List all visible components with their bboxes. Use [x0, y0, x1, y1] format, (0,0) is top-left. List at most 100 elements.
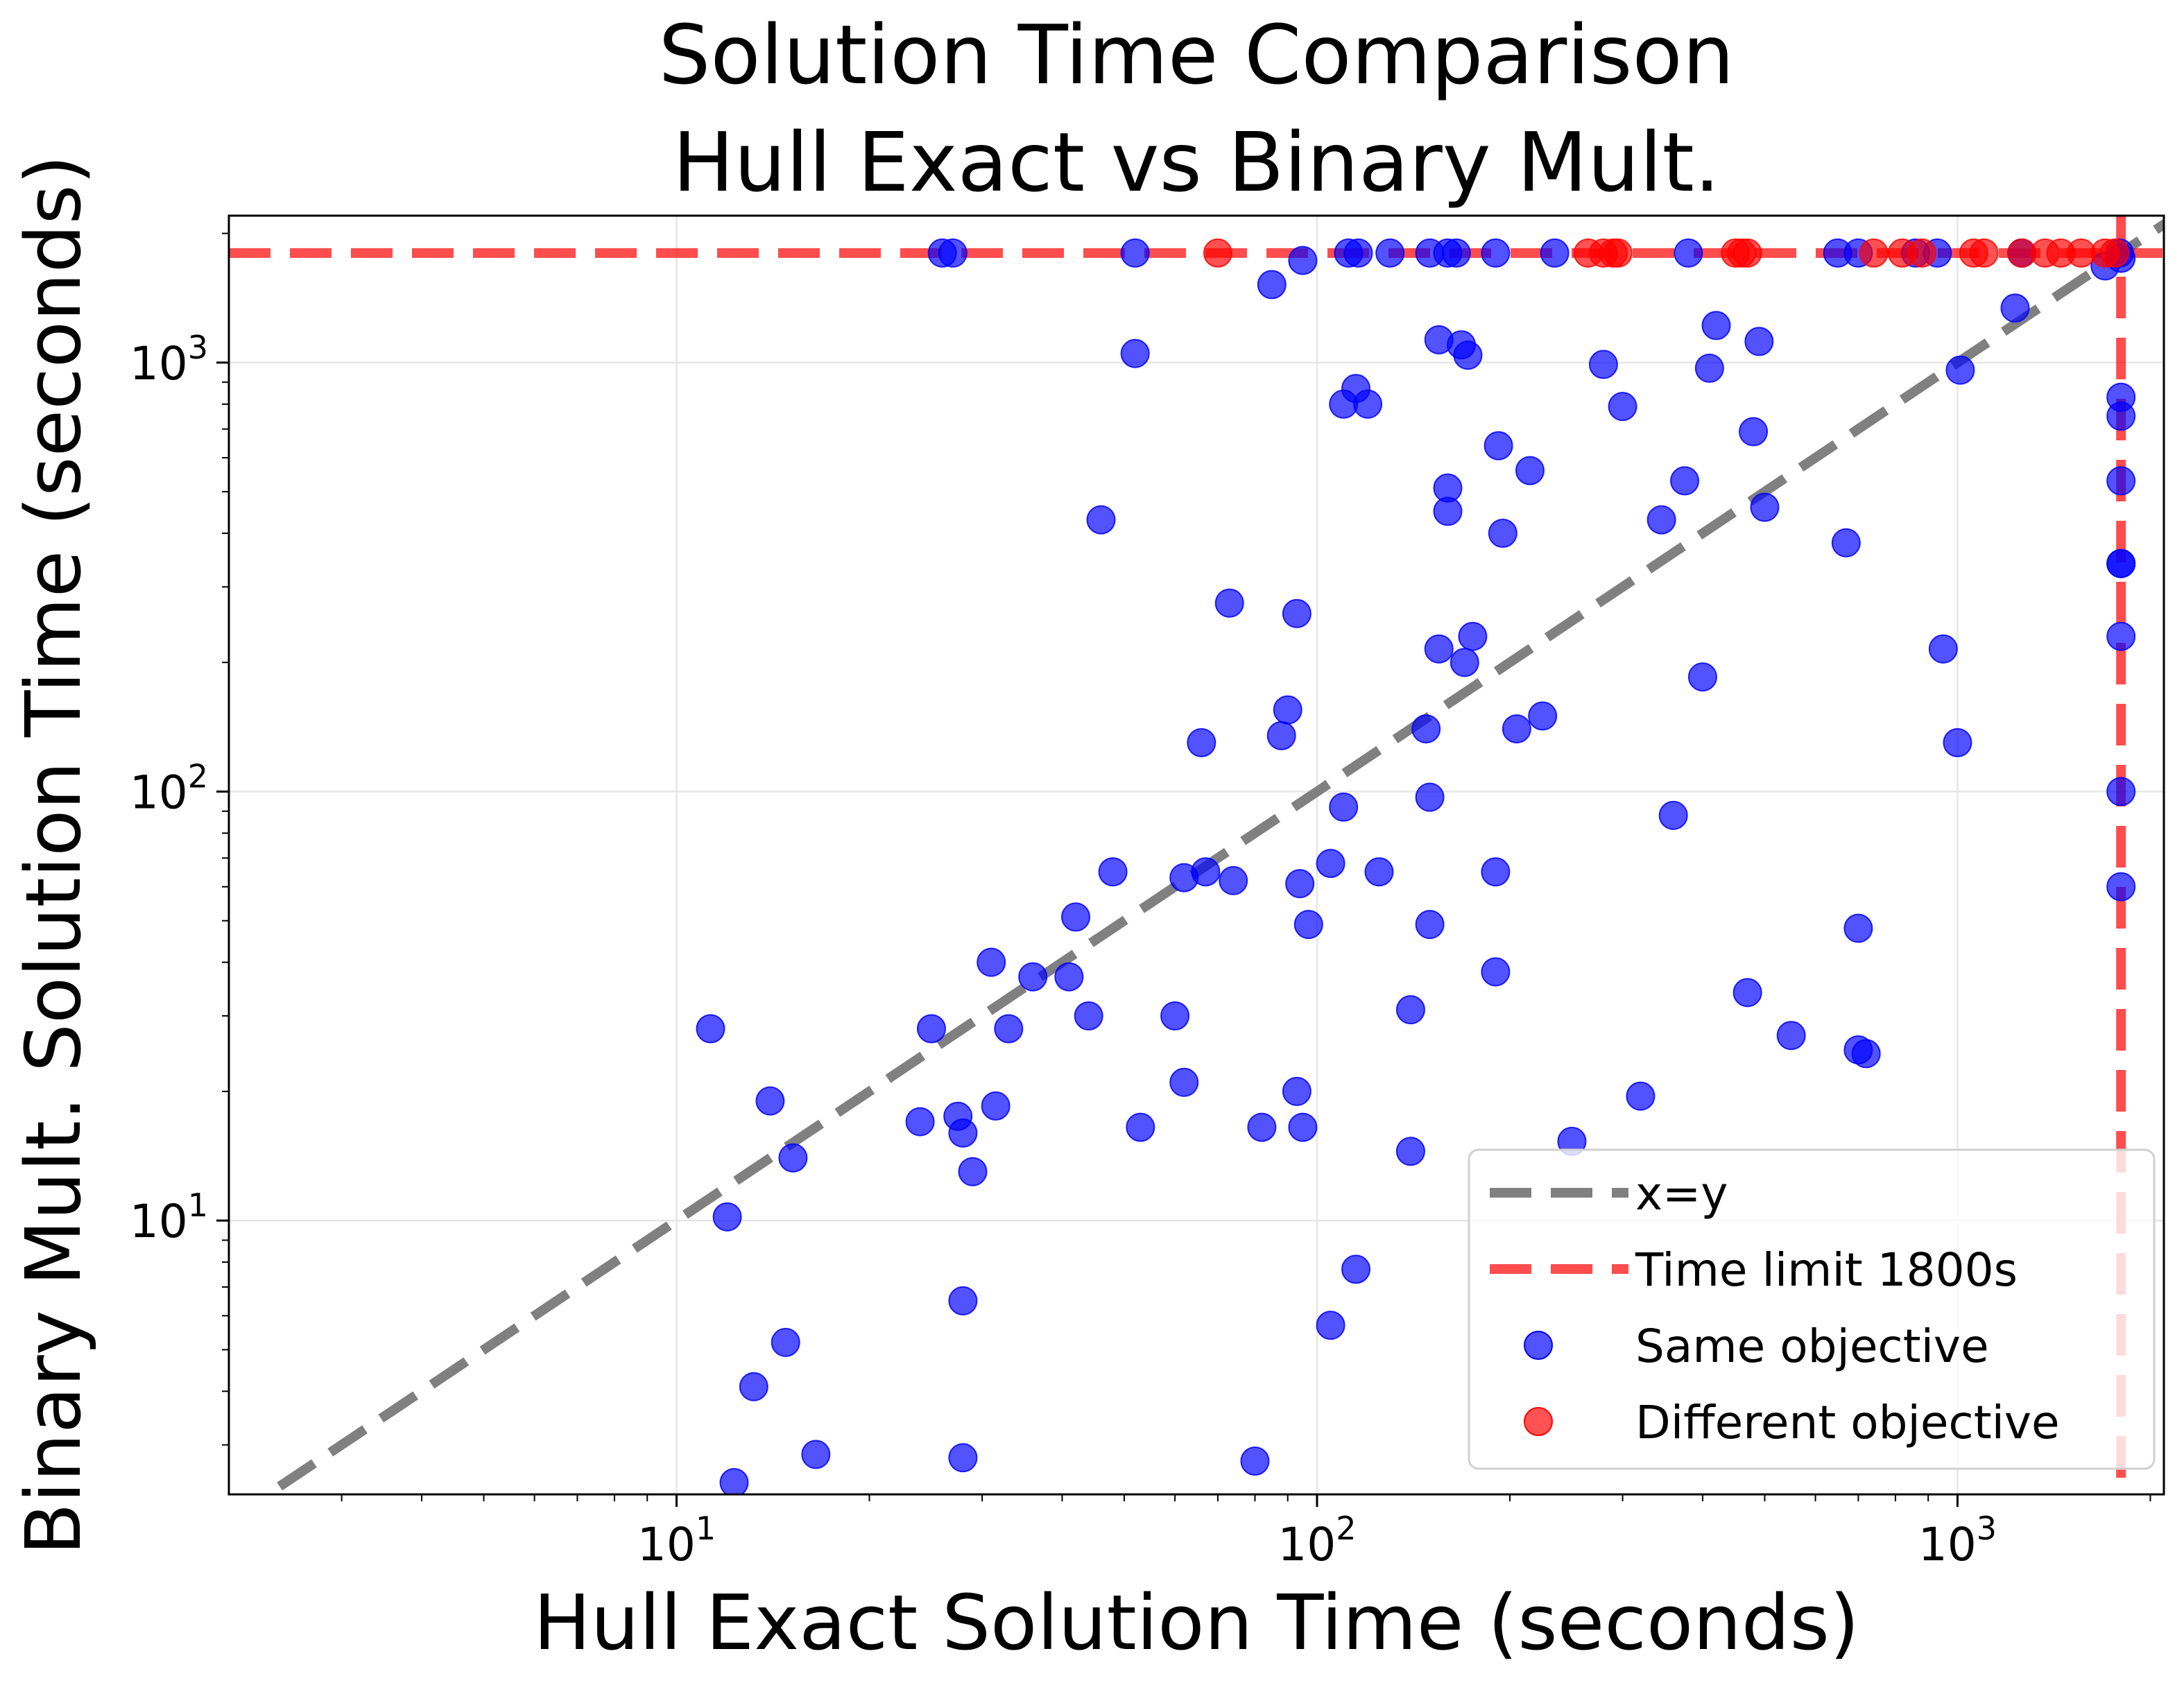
- y-tick-exponent: 1: [188, 1186, 208, 1224]
- same-objective-point: [1282, 598, 1312, 628]
- same-objective-point: [1441, 238, 1471, 268]
- same-objective-point: [977, 947, 1006, 977]
- same-objective-point: [948, 1443, 978, 1473]
- same-objective-point: [1843, 913, 1873, 943]
- same-objective-point: [1481, 857, 1511, 887]
- same-objective-point: [1054, 962, 1084, 992]
- legend-different-objective-marker: [1524, 1407, 1553, 1436]
- same-objective-point: [1120, 238, 1150, 268]
- y-tick-label: 101: [130, 1186, 208, 1248]
- same-objective-point: [712, 1202, 742, 1232]
- same-objective-point: [1831, 528, 1861, 558]
- same-objective-point: [2106, 872, 2136, 901]
- x-axis-label: Hull Exact Solution Time (seconds): [533, 1578, 1859, 1667]
- same-objective-point: [1502, 714, 1531, 744]
- chart-title-line-1: Solution Time Comparison: [659, 7, 1735, 103]
- same-objective-point: [2106, 466, 2136, 496]
- same-objective-point: [1288, 245, 1318, 275]
- same-objective-point: [1395, 1137, 1425, 1166]
- same-objective-point: [1293, 910, 1323, 940]
- same-objective-point: [1247, 1112, 1277, 1142]
- y-tick-base: 10: [130, 766, 188, 819]
- same-objective-point: [1086, 505, 1116, 535]
- same-objective-point: [1411, 714, 1441, 744]
- same-objective-point: [2106, 402, 2136, 431]
- same-objective-point: [981, 1091, 1011, 1121]
- same-objective-point: [1329, 792, 1359, 822]
- same-objective-point: [1214, 588, 1244, 618]
- same-objective-point: [1626, 1081, 1656, 1111]
- same-objective-point: [994, 1014, 1024, 1044]
- same-objective-point: [1453, 340, 1483, 370]
- legend-box: [1468, 1148, 2156, 1470]
- different-objective-point: [1603, 238, 1633, 268]
- x-tick-base: 10: [1278, 1518, 1336, 1571]
- same-objective-point: [2106, 777, 2136, 806]
- same-objective-point: [1343, 238, 1373, 268]
- same-objective-point: [1098, 857, 1128, 887]
- different-objective-point: [1859, 238, 1889, 268]
- same-objective-point: [1375, 238, 1405, 268]
- same-objective-point: [1481, 238, 1511, 268]
- x-tick-exponent: 2: [1336, 1510, 1356, 1547]
- same-objective-point: [739, 1372, 768, 1401]
- same-objective-point: [1316, 1311, 1345, 1340]
- same-objective-point: [1540, 238, 1570, 268]
- same-objective-point: [719, 1468, 749, 1494]
- same-objective-point: [1266, 720, 1296, 750]
- same-objective-point: [696, 1014, 725, 1044]
- same-objective-point: [1364, 857, 1394, 887]
- same-objective-point: [1341, 1254, 1371, 1284]
- legend-entry-label: Time limit 1800s: [1635, 1243, 2018, 1297]
- same-objective-point: [1061, 902, 1091, 932]
- same-objective-point: [1945, 355, 1975, 385]
- same-objective-point: [2106, 621, 2136, 651]
- same-objective-point: [778, 1143, 808, 1173]
- same-objective-point: [1515, 456, 1545, 485]
- y-axis-label: Binary Mult. Solution Time (seconds): [9, 155, 98, 1555]
- same-objective-point: [1646, 505, 1676, 535]
- same-objective-point: [958, 1157, 988, 1186]
- same-objective-point: [1670, 466, 1700, 496]
- same-objective-point: [1353, 389, 1383, 419]
- y-tick-label: 103: [130, 329, 208, 390]
- same-objective-point: [1694, 354, 1724, 383]
- same-objective-point: [916, 1014, 946, 1044]
- same-objective-point: [1732, 978, 1762, 1008]
- same-objective-point: [1450, 648, 1479, 677]
- same-objective-point: [1851, 1039, 1881, 1069]
- same-objective-point: [2106, 549, 2136, 578]
- chart-title-line-2: Hull Exact vs Binary Mult.: [673, 114, 1721, 210]
- x-tick-label: 103: [1918, 1510, 1997, 1571]
- same-objective-point: [1674, 238, 1703, 268]
- legend: x=y Time limit 1800s Same objective Differe…: [1468, 1148, 2156, 1470]
- different-objective-point: [1907, 238, 1937, 268]
- different-objective-point: [2100, 238, 2130, 268]
- y-tick-exponent: 2: [188, 757, 208, 795]
- y-tick-base: 10: [130, 1195, 188, 1248]
- same-objective-point: [1415, 910, 1445, 940]
- same-objective-point: [1481, 957, 1511, 987]
- x-tick-label: 102: [1278, 1510, 1356, 1571]
- same-objective-point: [1257, 270, 1287, 300]
- same-objective-point: [1776, 1021, 1806, 1051]
- same-objective-point: [1943, 727, 1972, 757]
- y-tick-base: 10: [130, 337, 188, 390]
- same-objective-point: [1424, 634, 1454, 664]
- same-objective-point: [1288, 1112, 1318, 1142]
- same-objective-point: [1701, 311, 1731, 340]
- same-objective-point: [938, 238, 968, 268]
- same-objective-point: [1074, 1001, 1103, 1030]
- legend-same-objective-marker: [1524, 1331, 1553, 1360]
- legend-entry-label: Different objective: [1635, 1396, 2060, 1449]
- y-tick-exponent: 3: [188, 329, 208, 366]
- x-tick-exponent: 3: [1977, 1510, 1997, 1547]
- legend-entry-label: x=y: [1635, 1167, 1728, 1220]
- same-objective-point: [1191, 857, 1221, 887]
- same-objective-point: [905, 1107, 935, 1137]
- same-objective-point: [1658, 800, 1688, 830]
- same-objective-point: [1744, 327, 1774, 356]
- same-objective-point: [1488, 519, 1517, 549]
- same-objective-point: [1316, 849, 1345, 879]
